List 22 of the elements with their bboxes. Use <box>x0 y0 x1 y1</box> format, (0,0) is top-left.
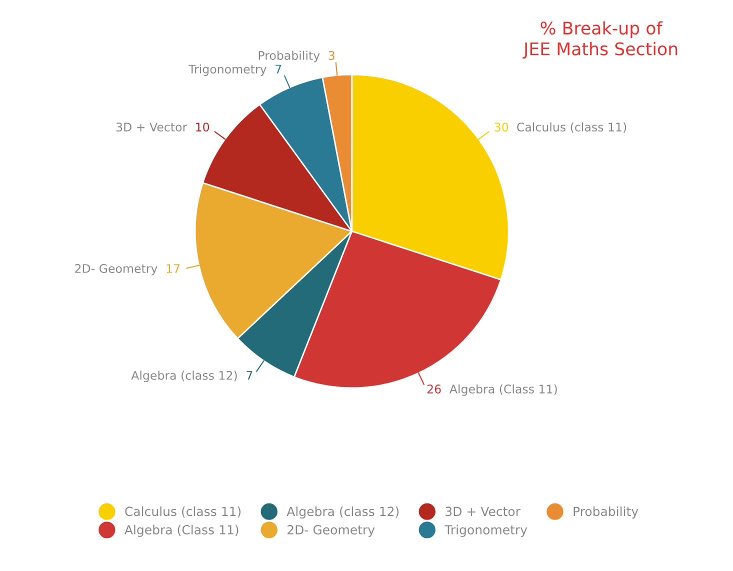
data-label: 30 <box>494 122 508 132</box>
chart-title: % Break-up of JEE Maths Section <box>522 21 678 59</box>
slice-label: 3D + Vector <box>116 122 188 132</box>
data-label: 26 <box>427 384 441 394</box>
legend-label: Algebra (Class 11) <box>124 524 238 537</box>
data-label: 10 <box>196 122 210 132</box>
legend-label: Probability <box>574 506 638 519</box>
legend-label: 2D- Geometry <box>288 525 375 537</box>
slice-label: Trigonometry <box>188 64 266 76</box>
slice-label: Algebra (Class 11) <box>450 384 557 396</box>
legend-label: Trigonometry <box>444 524 528 537</box>
slice-label: Probability <box>258 50 320 62</box>
slice-label: 2D- Geometry <box>75 264 158 276</box>
data-label: 17 <box>166 264 180 273</box>
slice-label: Algebra (class 12) <box>131 370 237 382</box>
data-label: 7 <box>276 64 282 74</box>
slice-label: Calculus (class 11) <box>517 122 626 133</box>
data-label: 3 <box>328 51 334 60</box>
legend-label: Algebra (class 12) <box>286 506 399 519</box>
data-label: 7 <box>246 371 252 380</box>
legend-label: 3D + Vector <box>446 506 520 516</box>
legend-label: Calculus (class 11) <box>125 506 241 518</box>
